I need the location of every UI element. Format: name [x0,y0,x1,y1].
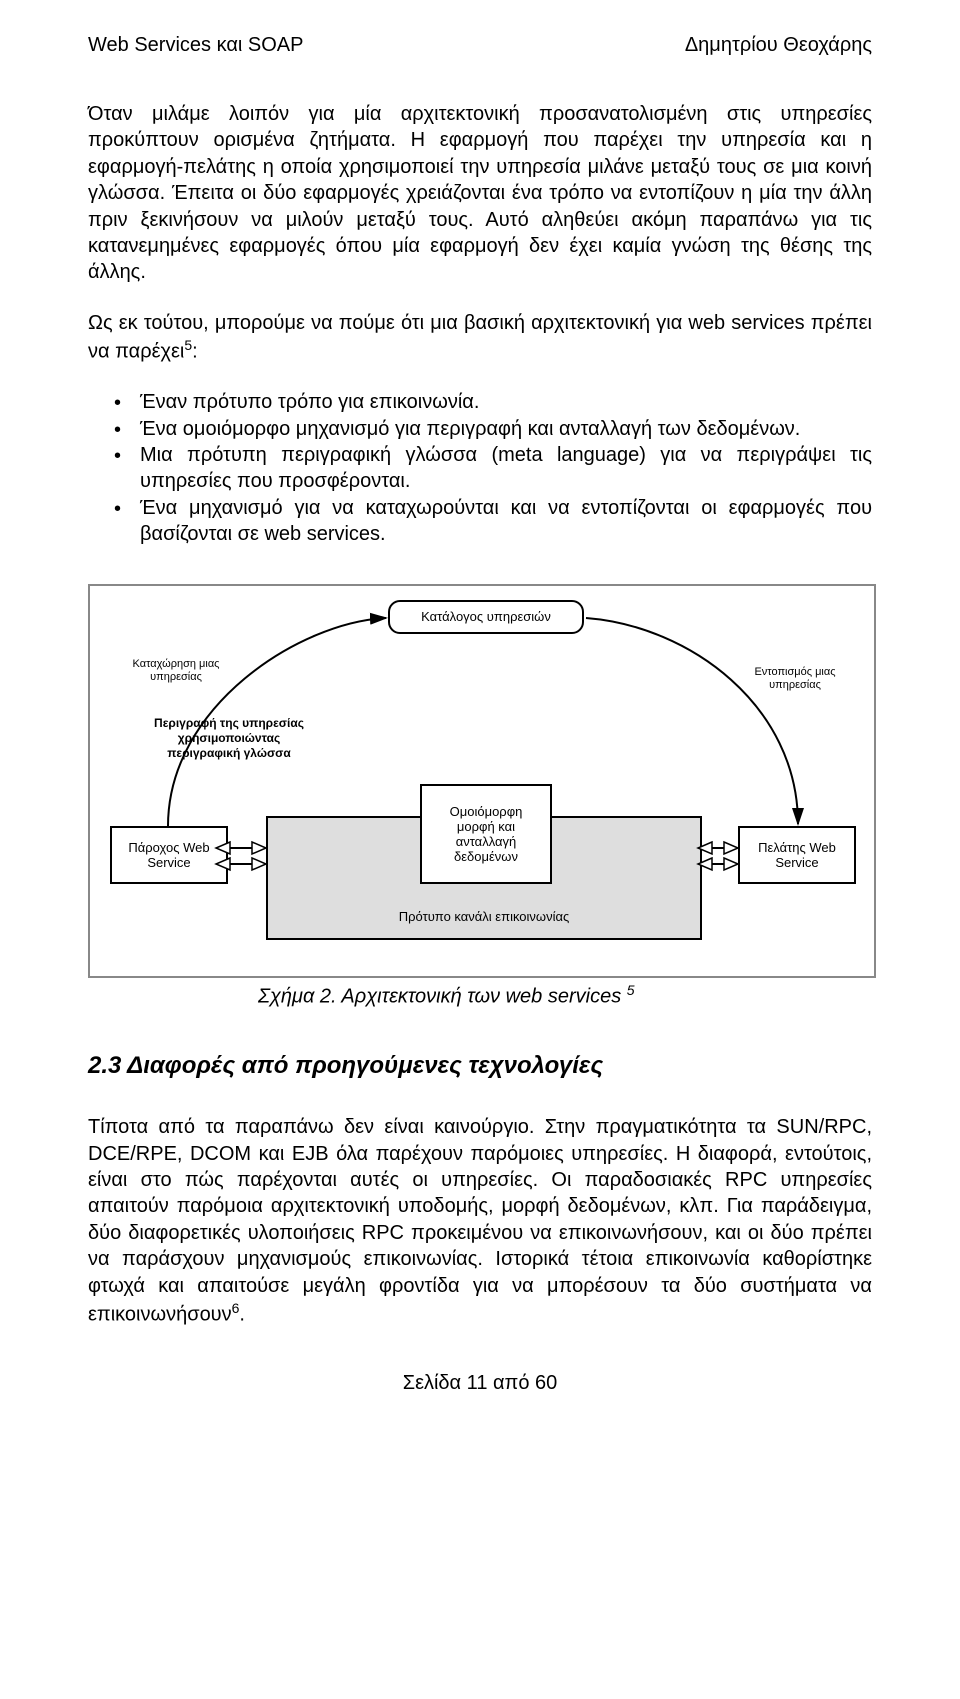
bullet-item: Έναν πρότυπο τρόπο για επικοινωνία. [140,389,872,415]
diagram-label-discover: Εντοπισμός μιαςυπηρεσίας [740,666,850,694]
page-footer: Σελίδα 11 από 60 [88,1372,872,1395]
figure-caption-sup: 5 [627,982,635,998]
diagram-node-consumer: Πελάτης WebService [738,826,856,884]
paragraph-2: Ως εκ τούτου, μπορούμε να πούμε ότι μια … [88,310,872,365]
paragraph-3-text-a: Τίποτα από τα παραπάνω δεν είναι καινούρ… [88,1116,872,1325]
architecture-diagram: Κατάλογος υπηρεσιών Καταχώρηση μιαςυπηρε… [88,584,876,978]
paragraph-2-sup: 5 [184,337,192,353]
bullet-item: Mια πρότυπη περιγραφική γλώσσα (meta lan… [140,442,872,495]
figure-caption: Σχήμα 2. Αρχιτεκτονική των web services … [258,982,872,1009]
paragraph-2-text-b: : [192,341,198,363]
diagram-node-uniform: Ομοιόμορφημορφή καιανταλλαγήδεδομένων [420,784,552,884]
paragraph-3-text-b: . [239,1304,245,1326]
diagram-label-register: Καταχώρηση μιαςυπηρεσίας [116,658,236,686]
diagram-node-catalog: Κατάλογος υπηρεσιών [388,600,584,634]
figure-caption-text: Σχήμα 2. Αρχιτεκτονική των web services [258,985,627,1007]
bullet-list: Έναν πρότυπο τρόπο για επικοινωνία. Ένα … [88,389,872,547]
diagram-channel: Ομοιόμορφημορφή καιανταλλαγήδεδομένων Πρ… [266,816,702,940]
diagram-channel-label: Πρότυπο κανάλι επικοινωνίας [268,909,700,924]
paragraph-1: Όταν μιλάμε λοιπόν για μία αρχιτεκτονική… [88,101,872,286]
paragraph-3: Τίποτα από τα παραπάνω δεν είναι καινούρ… [88,1114,872,1328]
diagram-label-description: Περιγραφή της υπηρεσίαςχρησιμοποιώνταςπε… [134,716,324,761]
header-left: Web Services και SOAP [88,34,303,57]
header-right: Δημητρίου Θεοχάρης [685,34,872,57]
paragraph-2-text-a: Ως εκ τούτου, μπορούμε να πούμε ότι μια … [88,312,872,363]
diagram-node-provider: Πάροχος WebService [110,826,228,884]
bullet-item: Ένα μηχανισμό για να καταχωρούνται και ν… [140,495,872,548]
bullet-item: Ένα ομοιόμορφο μηχανισμό για περιγραφή κ… [140,416,872,442]
section-heading: 2.3 Διαφορές από προηγούμενες τεχνολογίε… [88,1052,872,1080]
